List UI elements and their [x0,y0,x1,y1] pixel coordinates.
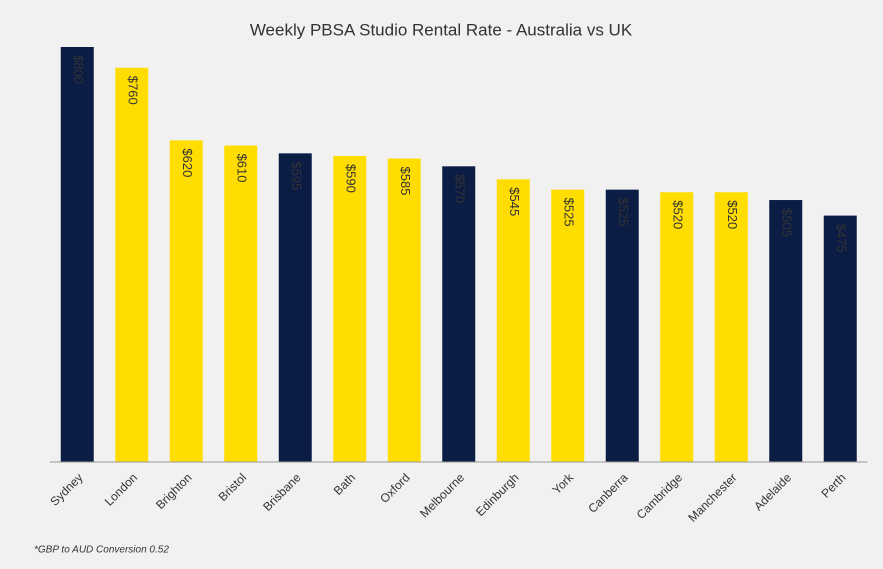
bar [60,47,94,462]
data-label: $620 [180,148,195,177]
data-label: $520 [670,200,685,229]
bar [551,189,585,462]
data-label: $585 [398,167,413,196]
data-label: $545 [507,187,522,216]
data-label: $610 [234,154,249,183]
bar [387,158,421,462]
data-label: $760 [125,76,140,105]
bar [769,200,803,462]
chart-title: Weekly PBSA Studio Rental Rate - Austral… [250,20,633,39]
data-label: $525 [561,198,576,227]
bar [278,153,312,462]
data-label: $505 [779,208,794,237]
data-label: $475 [834,224,849,253]
bar [714,192,748,462]
bar [605,189,639,462]
data-label: $520 [725,200,740,229]
data-label: $595 [289,161,304,190]
data-label: $525 [616,198,631,227]
bar [224,145,258,462]
data-label: $800 [71,55,86,84]
data-label: $570 [452,174,467,203]
bar [823,215,857,462]
footnote: *GBP to AUD Conversion 0.52 [34,545,169,556]
bar [115,67,149,462]
data-label: $590 [343,164,358,193]
bar [333,155,367,462]
bar [442,166,476,462]
bar [169,140,203,462]
bar [496,179,530,462]
bar [660,192,694,462]
